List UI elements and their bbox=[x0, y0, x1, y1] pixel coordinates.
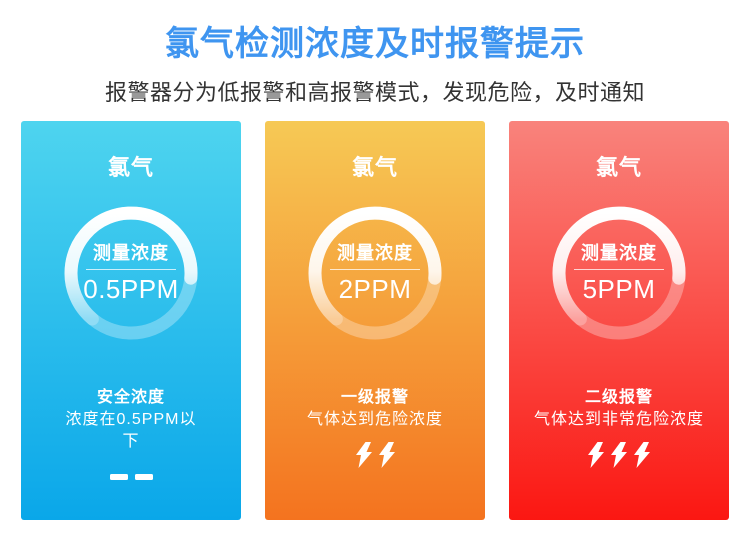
status-block: 一级报警 气体达到危险浓度 bbox=[307, 387, 443, 431]
alarm-cards: 氯气 测量浓度 0.5PPM bbox=[21, 121, 729, 520]
gauge-divider bbox=[574, 269, 664, 270]
low-level-dashes-icon bbox=[109, 464, 153, 490]
gauge-text: 测量浓度 2PPM bbox=[305, 203, 445, 343]
status-block: 安全浓度 浓度在0.5PPM以 下 bbox=[66, 387, 197, 453]
gauge-text: 测量浓度 5PPM bbox=[549, 203, 689, 343]
gauge-label: 测量浓度 bbox=[93, 243, 169, 263]
progress-ring-icon bbox=[64, 206, 198, 340]
status-title: 二级报警 bbox=[584, 389, 653, 406]
gauge-text: 测量浓度 0.5PPM bbox=[61, 203, 201, 343]
progress-ring-icon bbox=[552, 206, 686, 340]
page-title: 氯气检测浓度及时报警提示 bbox=[165, 25, 585, 63]
lightning-icon bbox=[355, 442, 372, 468]
page-subtitle: 报警器分为低报警和高报警模式，发现危险，及时通知 bbox=[104, 80, 645, 105]
progress-ring-icon bbox=[308, 206, 442, 340]
alarm-card-level1: 氯气 测量浓度 2PPM bbox=[265, 121, 485, 520]
alarm-bolts-row bbox=[588, 442, 650, 468]
status-desc: 气体达到非常危险浓度 bbox=[533, 411, 704, 428]
alarm-card-safe: 氯气 测量浓度 0.5PPM bbox=[21, 121, 241, 520]
gauge-label: 测量浓度 bbox=[581, 243, 657, 263]
gauge-value: 2PPM bbox=[338, 274, 412, 304]
status-title: 安全浓度 bbox=[96, 389, 165, 406]
lightning-icon bbox=[611, 442, 627, 468]
dash-icon bbox=[134, 474, 153, 480]
dash-icon bbox=[109, 474, 128, 480]
alarm-bolts-row bbox=[355, 442, 395, 468]
status-title: 一级报警 bbox=[340, 389, 409, 406]
lightning-icon bbox=[378, 442, 395, 468]
gauge-label: 测量浓度 bbox=[337, 243, 413, 263]
gauge-divider bbox=[86, 269, 176, 270]
status-desc: 浓度在0.5PPM以 下 bbox=[65, 411, 197, 450]
lightning-icon bbox=[588, 442, 604, 468]
lightning-icon bbox=[634, 442, 650, 468]
concentration-gauge: 测量浓度 2PPM bbox=[305, 203, 445, 343]
concentration-gauge: 测量浓度 0.5PPM bbox=[61, 203, 201, 343]
status-block: 二级报警 气体达到非常危险浓度 bbox=[534, 387, 704, 431]
gas-name: 氯气 bbox=[351, 155, 398, 180]
alarm-card-level2: 氯气 测量浓度 5PPM bbox=[509, 121, 729, 520]
gauge-value: 0.5PPM bbox=[83, 274, 179, 304]
concentration-gauge: 测量浓度 5PPM bbox=[549, 203, 689, 343]
gauge-value: 5PPM bbox=[582, 274, 656, 304]
gauge-divider bbox=[330, 269, 420, 270]
gas-name: 氯气 bbox=[107, 155, 154, 180]
status-desc: 气体达到危险浓度 bbox=[306, 411, 443, 428]
gas-name: 氯气 bbox=[595, 155, 642, 180]
